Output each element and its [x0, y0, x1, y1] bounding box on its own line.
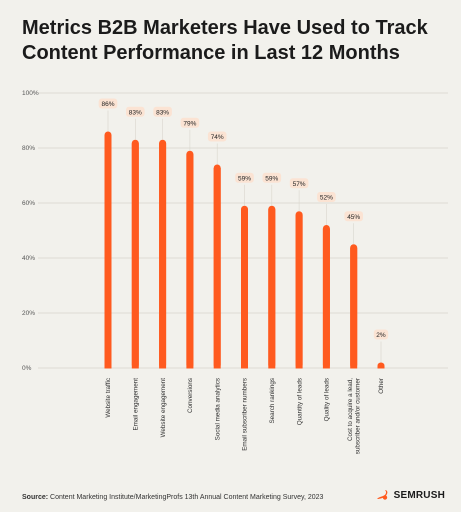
- x-tick-label: Website engagement: [160, 378, 167, 438]
- bar-base: [131, 143, 139, 369]
- x-tick-label-line: Website traffic: [105, 378, 112, 418]
- data-label-bg: [126, 106, 145, 117]
- data-label: 2%: [376, 332, 386, 339]
- bar-base: [213, 168, 221, 369]
- x-tick-label-line: Search rankings: [269, 378, 276, 424]
- data-label: 45%: [347, 214, 360, 221]
- semrush-fire-icon: [376, 490, 387, 500]
- x-tick-label: Email engagement: [133, 378, 140, 431]
- data-label: 79%: [183, 120, 196, 127]
- data-label-bg: [289, 178, 309, 189]
- bar-base: [295, 214, 303, 369]
- bar-chart: 0% 20% 40% 60% 80% 100% 86% Website traffic 83% E…: [22, 90, 448, 455]
- x-tick-label-line: subscriber and/or customer: [355, 378, 362, 454]
- x-tick-label: Social media analytics: [214, 378, 221, 440]
- bar-base: [104, 135, 112, 369]
- data-label-bg: [153, 106, 172, 117]
- x-tick-label-line: Website engagement: [160, 378, 167, 438]
- x-tick-label: Email subscriber numbers: [242, 378, 249, 451]
- data-label: 83%: [129, 109, 142, 116]
- x-tick-label: Quality of leads: [324, 378, 331, 421]
- x-tick-label-line: Quality of leads: [324, 378, 331, 421]
- y-tick-label: 40%: [22, 255, 35, 262]
- chart-title: Metrics B2B Marketers Have Used to Track…: [22, 17, 428, 64]
- data-label-bg: [98, 98, 118, 109]
- data-label: 57%: [293, 181, 306, 188]
- data-label-bg: [317, 192, 336, 202]
- x-tick-label-line: Email subscriber numbers: [242, 378, 249, 451]
- data-label: 59%: [238, 175, 251, 182]
- data-label: 74%: [211, 134, 224, 141]
- bar-base: [268, 209, 276, 369]
- data-label: 52%: [320, 195, 333, 202]
- brand-name: SEMRUSH: [393, 489, 445, 501]
- x-tick-label: Website traffic: [105, 378, 112, 418]
- bar-base: [159, 143, 167, 369]
- brand-logo: SEMRUSH: [376, 489, 445, 501]
- y-tick-label: 0%: [22, 365, 32, 372]
- bar-base: [350, 247, 358, 369]
- data-label-bg: [344, 211, 363, 222]
- data-label-bg: [207, 131, 227, 142]
- data-label: 59%: [265, 175, 278, 182]
- data-label-bg: [262, 172, 282, 183]
- data-label: 83%: [156, 109, 169, 116]
- data-label-bg: [235, 172, 254, 183]
- bar-base: [186, 154, 194, 369]
- y-tick-label: 20%: [22, 310, 35, 317]
- data-label: 86%: [101, 101, 114, 108]
- x-tick-label: Quantity of leads: [296, 378, 303, 425]
- source-note: Source: Content Marketing Institute/Mark…: [22, 494, 323, 501]
- y-tick-label: 80%: [22, 145, 35, 152]
- y-tick-label: 60%: [22, 200, 35, 207]
- data-label-bg: [180, 117, 200, 128]
- y-tick-label: 100%: [22, 90, 39, 97]
- x-tick-label-line: Conversions: [187, 378, 194, 413]
- x-tick-label: Other: [378, 378, 385, 394]
- x-tick-label-line: Cost to acquire a lead,: [347, 378, 354, 441]
- bar-base: [241, 209, 248, 369]
- bar-base: [322, 228, 330, 369]
- source-text: Content Marketing Institute/MarketingPro…: [50, 494, 324, 501]
- x-tick-label-line: Quantity of leads: [296, 378, 303, 425]
- bar-base: [377, 366, 385, 369]
- source-label: Source:: [22, 494, 49, 501]
- x-tick-label-line: Email engagement: [133, 378, 140, 431]
- x-tick-label-line: Other: [378, 378, 385, 394]
- data-label-bg: [373, 329, 389, 340]
- x-tick-label: Search rankings: [269, 378, 276, 424]
- x-tick-label: Conversions: [187, 378, 194, 413]
- x-tick-label-line: Social media analytics: [214, 378, 221, 440]
- x-tick-label: Cost to acquire a lead, subscriber and/or…: [347, 378, 362, 455]
